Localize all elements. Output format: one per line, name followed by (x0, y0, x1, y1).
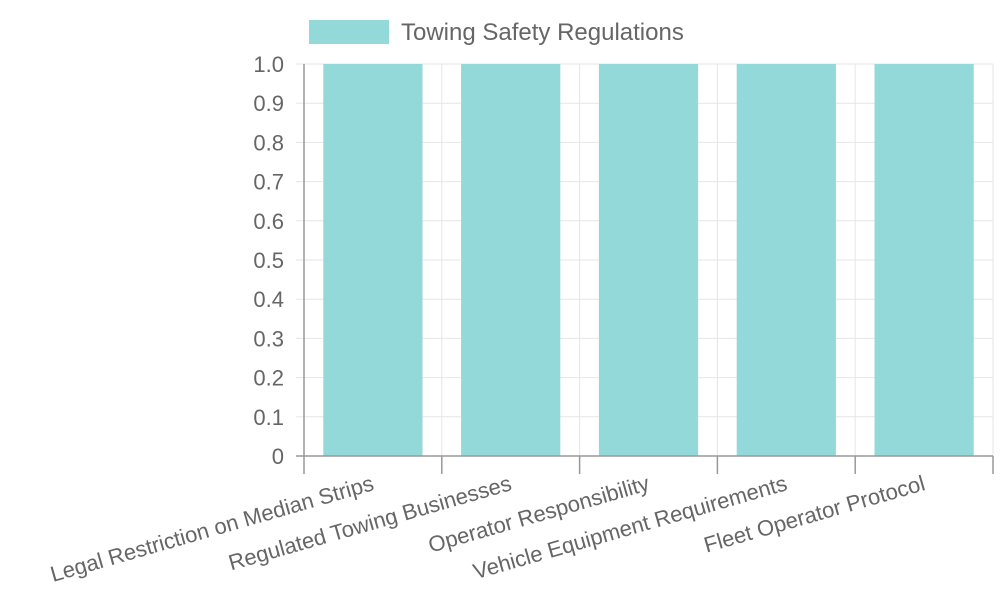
y-tick-labels: 0 0.1 0.2 0.3 0.4 0.5 0.6 0.7 0.8 0.9 1.0 (253, 52, 284, 469)
bars (323, 64, 974, 456)
axes (296, 64, 994, 474)
y-tick-label: 0.3 (253, 326, 284, 351)
bar[interactable] (874, 64, 974, 456)
y-tick-label: 0.1 (253, 405, 284, 430)
y-tick-label: 0.5 (253, 248, 284, 273)
legend[interactable]: Towing Safety Regulations (309, 19, 684, 46)
y-tick-label: 0.6 (253, 209, 284, 234)
legend-label[interactable]: Towing Safety Regulations (401, 19, 684, 46)
bar[interactable] (598, 64, 699, 456)
bar[interactable] (461, 64, 561, 456)
y-tick-label: 1.0 (253, 52, 284, 77)
y-tick-label: 0.9 (253, 91, 284, 116)
y-tick-label: 0.7 (253, 170, 284, 195)
legend-swatch[interactable] (309, 20, 389, 44)
x-category-labels: Legal Restriction on Median StripsRegula… (48, 470, 928, 586)
y-tick-label: 0.8 (253, 130, 284, 155)
bar[interactable] (323, 64, 423, 456)
y-tick-label: 0 (272, 444, 284, 469)
y-tick-label: 0.2 (253, 366, 284, 391)
bar[interactable] (736, 64, 836, 456)
y-tick-label: 0.4 (253, 287, 284, 312)
